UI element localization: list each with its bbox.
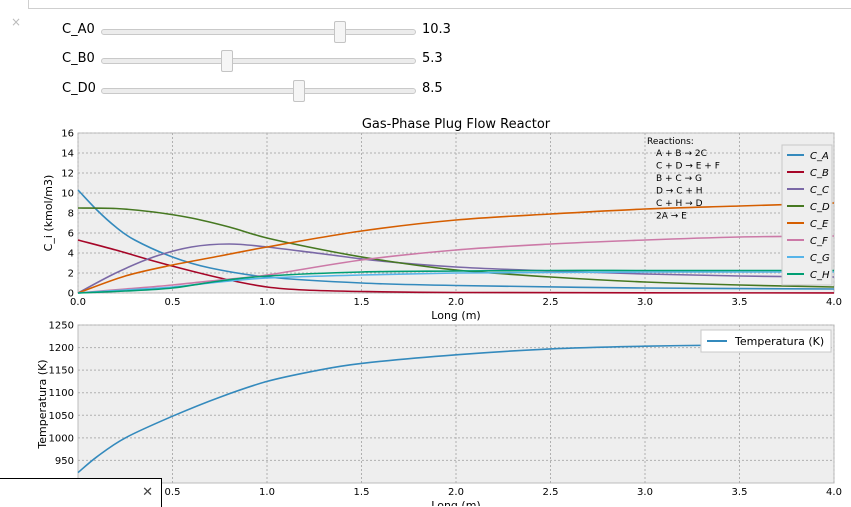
x-tick-label: 1.5 xyxy=(354,297,370,308)
y-tick-label: 14 xyxy=(61,149,74,160)
x-tick-label: 2.0 xyxy=(448,487,464,498)
slider-handle[interactable] xyxy=(221,50,234,72)
previous-output-strip xyxy=(28,0,851,9)
y-tick-label: 1100 xyxy=(49,388,74,399)
y-tick-label: 1200 xyxy=(49,343,74,354)
x-tick-label: 4.0 xyxy=(826,297,842,308)
annotation-line: D → C + H xyxy=(656,187,703,197)
series-line-c-e xyxy=(77,202,835,294)
slider-label: C_A0 xyxy=(62,22,95,37)
legend-box xyxy=(700,329,832,353)
legend-label: C_F xyxy=(810,236,828,247)
y-tick-label: 16 xyxy=(61,129,74,140)
y-tick-label: 1250 xyxy=(49,321,74,332)
series-line-c-g xyxy=(77,271,834,294)
legend-label: C_C xyxy=(810,185,829,196)
slider-c-b0[interactable]: C_B0 5.3 xyxy=(62,49,482,72)
x-tick-label: 1.5 xyxy=(354,487,370,498)
y-tick-label: 0 xyxy=(68,289,74,300)
y-axis-label: Temperatura (K) xyxy=(36,359,49,449)
legend-label: C_H xyxy=(810,270,830,281)
slider-value: 8.5 xyxy=(422,81,443,96)
slider-track[interactable] xyxy=(101,21,416,43)
slider-track[interactable] xyxy=(101,80,416,102)
y-tick-label: 950 xyxy=(55,456,74,467)
series-line-c-f xyxy=(77,235,835,294)
slider-handle[interactable] xyxy=(293,80,306,102)
x-tick-label: 1.0 xyxy=(259,297,275,308)
slider-value: 10.3 xyxy=(422,22,451,37)
y-tick-label: 1150 xyxy=(49,366,74,377)
x-tick-label: 3.0 xyxy=(637,487,653,498)
x-tick-label: 0.5 xyxy=(165,297,181,308)
slider-track[interactable] xyxy=(101,50,416,72)
x-tick-label: 0.0 xyxy=(70,297,86,308)
y-tick-label: 6 xyxy=(68,229,74,240)
y-tick-label: 2 xyxy=(68,269,74,280)
y-tick-label: 10 xyxy=(61,189,74,200)
slider-c-d0[interactable]: C_D0 8.5 xyxy=(62,79,482,102)
close-icon[interactable]: × xyxy=(11,15,22,29)
legend-label: C_D xyxy=(810,202,830,213)
annotation-line: C + D → E + F xyxy=(656,162,720,172)
y-tick-label: 1000 xyxy=(49,433,74,444)
chart-title: Gas-Phase Plug Flow Reactor xyxy=(362,117,551,132)
x-tick-label: 2.5 xyxy=(543,297,559,308)
series-line-c-d xyxy=(77,207,835,288)
slider-label: C_D0 xyxy=(62,81,96,96)
x-tick-label: 1.0 xyxy=(259,487,275,498)
legend-label: C_E xyxy=(810,219,829,230)
y-axis-label: C_i (kmol/m3) xyxy=(42,175,55,252)
series-line-c-h xyxy=(77,269,834,294)
x-axis-label: Long (m) xyxy=(431,309,480,322)
annotation-line: A + B → 2C xyxy=(656,149,707,159)
x-axis-label: Long (m) xyxy=(431,499,480,506)
series-line-c-b xyxy=(77,239,835,294)
legend-label: Temperatura (K) xyxy=(734,335,824,348)
x-tick-label: 3.5 xyxy=(732,297,748,308)
slider-value: 5.3 xyxy=(422,51,443,66)
slider-handle[interactable] xyxy=(333,21,346,43)
annotation-title: Reactions: xyxy=(647,137,694,147)
y-tick-label: 4 xyxy=(68,249,74,260)
annotation-line: C + H → D xyxy=(656,199,703,209)
x-tick-label: 2.5 xyxy=(543,487,559,498)
legend-label: C_G xyxy=(810,253,830,264)
y-tick-label: 12 xyxy=(61,169,74,180)
legend-label: C_A xyxy=(810,151,829,162)
y-tick-label: 8 xyxy=(68,209,74,220)
y-tick-label: 1050 xyxy=(49,411,74,422)
x-tick-label: 0.5 xyxy=(165,487,181,498)
popup-panel: ✕ xyxy=(0,478,162,507)
x-tick-label: 3.0 xyxy=(637,297,653,308)
legend-label: C_B xyxy=(810,168,829,179)
series-line-temperatura-k- xyxy=(77,343,778,474)
annotation-line: B + C → G xyxy=(656,174,702,184)
slider-c-a0[interactable]: C_A0 10.3 xyxy=(62,20,482,43)
legend-box xyxy=(781,144,833,286)
series-line-c-c xyxy=(77,243,835,294)
x-tick-label: 4.0 xyxy=(826,487,842,498)
x-tick-label: 3.5 xyxy=(732,487,748,498)
slider-label: C_B0 xyxy=(62,51,95,66)
x-tick-label: 2.0 xyxy=(448,297,464,308)
close-icon[interactable]: ✕ xyxy=(142,485,153,500)
annotation-line: 2A → E xyxy=(656,212,687,222)
